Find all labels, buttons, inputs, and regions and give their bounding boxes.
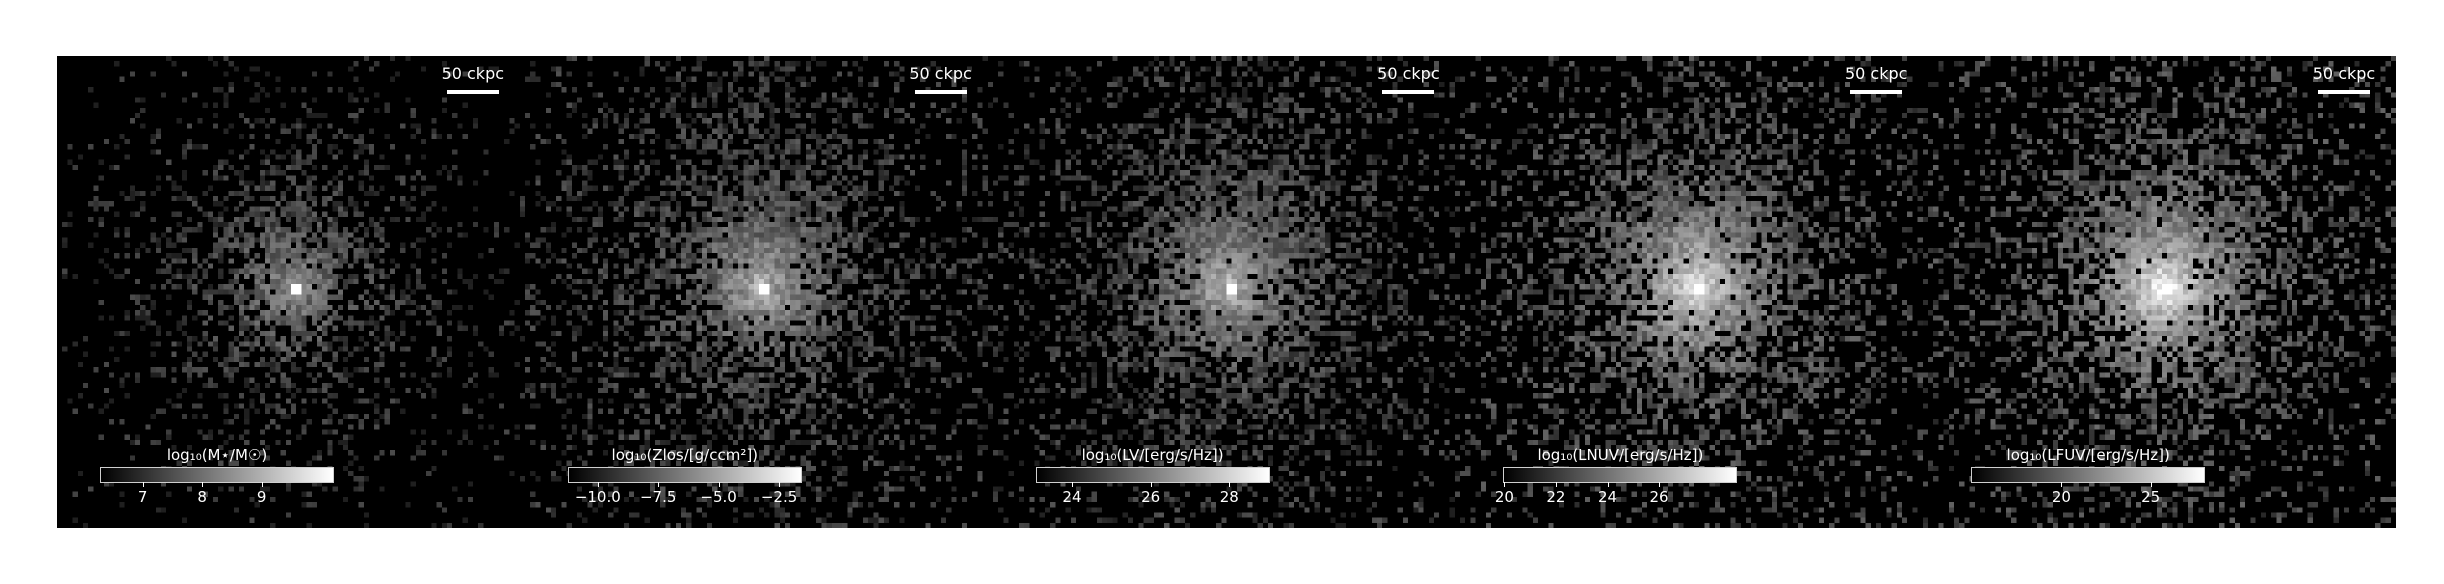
- colorbar-tick-mark: [1150, 482, 1152, 487]
- colorbar-tick-label: 8: [197, 488, 207, 506]
- colorbar-label: log₁₀(Zlos/[g/ccm²]): [611, 446, 759, 464]
- scale-bar-group: 50 ckpc: [901, 64, 981, 94]
- colorbar-tick-mark: [1504, 482, 1506, 487]
- scale-bar: [914, 90, 967, 94]
- colorbar-tick-mark: [718, 482, 720, 487]
- scale-bar: [446, 90, 499, 94]
- colorbar-tick-label: 26: [1141, 488, 1161, 506]
- colorbar-ticks: −10.0 −7.5 −5.0 −2.5: [569, 482, 801, 508]
- map-panel-v-band: 50 ckpc log₁₀(LV/[erg/s/Hz]) 24 26 28: [992, 56, 1461, 528]
- colorbar-ticks: 24 26 28: [1037, 482, 1269, 508]
- scale-bar-label: 50 ckpc: [909, 64, 972, 83]
- colorbar-tick-mark: [202, 482, 204, 487]
- colorbar-gradient: [1503, 467, 1738, 483]
- colorbar-tick-mark: [1229, 482, 1231, 487]
- scale-bar-label: 50 ckpc: [1377, 64, 1440, 83]
- colorbar-ticks: 20 22 24 26: [1495, 482, 1736, 508]
- colorbar-label: log₁₀(LV/[erg/s/Hz]): [1081, 446, 1224, 464]
- pixel-map-stellar-mass: [57, 56, 525, 528]
- colorbar: log₁₀(LNUV/[erg/s/Hz]) 20 22 24 26: [1495, 446, 1738, 508]
- map-panel-metallicity: 50 ckpc log₁₀(Zlos/[g/ccm²]) −10.0 −7.5 −5.0…: [524, 56, 993, 528]
- colorbar-gradient: [1971, 467, 2206, 483]
- colorbar-label: log₁₀(M⋆/M☉): [166, 446, 268, 464]
- colorbar-tick-label: 28: [1219, 488, 1239, 506]
- colorbar-tick-label: 24: [1597, 488, 1618, 506]
- colorbar-tick-mark: [2150, 482, 2152, 487]
- map-panel-nuv: 50 ckpc log₁₀(LNUV/[erg/s/Hz]) 20 22 24 26: [1460, 56, 1929, 528]
- colorbar-tick-label: 20: [2051, 488, 2071, 506]
- colorbar-tick-label: −5.0: [700, 488, 737, 506]
- image-strip: 50 ckpc log₁₀(M⋆/M☉) 7 8 9 50 ckpc log₁₀(Zlos/…: [57, 56, 2396, 528]
- colorbar-tick-label: −2.5: [760, 488, 798, 506]
- colorbar-tick-mark: [1659, 482, 1661, 487]
- colorbar-label: log₁₀(LNUV/[erg/s/Hz]): [1537, 446, 1704, 464]
- pixel-map-v-band: [992, 56, 1461, 528]
- colorbar-tick-mark: [597, 482, 599, 487]
- scale-bar: [1382, 90, 1435, 94]
- colorbar-tick-label: 20: [1494, 488, 1514, 506]
- colorbar-tick-mark: [1555, 482, 1557, 487]
- map-panel-stellar-mass: 50 ckpc log₁₀(M⋆/M☉) 7 8 9: [57, 56, 525, 528]
- colorbar-tick-mark: [658, 482, 660, 487]
- map-panel-fuv: 50 ckpc log₁₀(LFUV/[erg/s/Hz]) 20 25: [1928, 56, 2396, 528]
- colorbar-tick-label: 25: [2141, 488, 2161, 506]
- colorbar-tick-label: −10.0: [574, 488, 621, 506]
- colorbar-tick-label: 9: [256, 488, 267, 506]
- scale-bar-group: 50 ckpc: [1836, 64, 1916, 94]
- scale-bar-label: 50 ckpc: [441, 64, 505, 83]
- pixel-map-metallicity: [524, 56, 993, 528]
- scale-bar-label: 50 ckpc: [2312, 64, 2376, 83]
- colorbar-tick-label: 26: [1649, 488, 1669, 506]
- colorbar-tick-mark: [261, 482, 263, 487]
- scale-bar: [1850, 90, 1903, 94]
- pixel-map-fuv: [1928, 56, 2396, 528]
- colorbar-label: log₁₀(LFUV/[erg/s/Hz]): [2006, 446, 2170, 464]
- pixel-map-nuv: [1460, 56, 1929, 528]
- scale-bar-group: 50 ckpc: [1368, 64, 1448, 94]
- colorbar: log₁₀(LV/[erg/s/Hz]) 24 26 28: [1035, 446, 1270, 508]
- colorbar-tick-mark: [1071, 482, 1073, 487]
- colorbar-tick-mark: [1607, 482, 1609, 487]
- colorbar-tick-mark: [779, 482, 781, 487]
- scale-bar-group: 50 ckpc: [433, 64, 513, 94]
- scale-bar-label: 50 ckpc: [1844, 64, 1908, 83]
- colorbar-tick-label: 22: [1546, 488, 1566, 506]
- colorbar: log₁₀(M⋆/M☉) 7 8 9: [100, 446, 334, 508]
- colorbar: log₁₀(Zlos/[g/ccm²]) −10.0 −7.5 −5.0 −2.5: [567, 446, 802, 508]
- colorbar-tick-label: 24: [1062, 488, 1082, 506]
- colorbar-gradient: [1035, 467, 1270, 483]
- colorbar-tick-mark: [142, 482, 144, 487]
- colorbar-tick-label: −7.5: [639, 488, 677, 506]
- colorbar-tick-label: 7: [137, 488, 148, 506]
- colorbar-gradient: [567, 467, 802, 483]
- colorbar-gradient: [100, 467, 334, 483]
- scale-bar-group: 50 ckpc: [2304, 64, 2384, 94]
- scale-bar: [2317, 90, 2370, 94]
- colorbar-tick-mark: [2061, 482, 2063, 487]
- colorbar-ticks: 20 25: [1972, 482, 2204, 508]
- colorbar: log₁₀(LFUV/[erg/s/Hz]) 20 25: [1971, 446, 2206, 508]
- colorbar-ticks: 7 8 9: [101, 482, 333, 508]
